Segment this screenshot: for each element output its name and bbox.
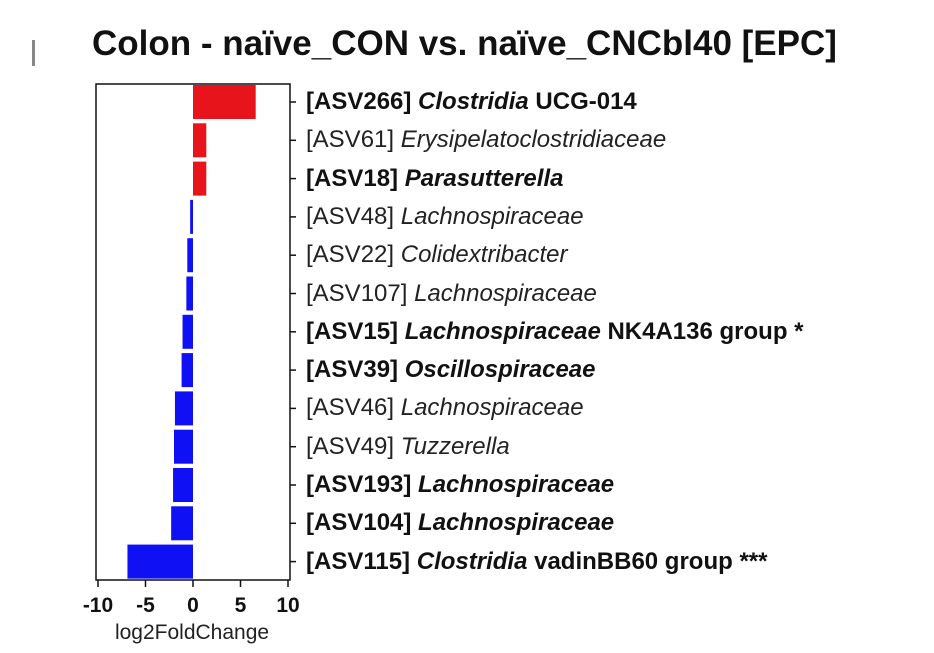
taxon-name: Erysipelatoclostridiaceae: [400, 126, 667, 154]
asv-id: [ASV107]: [306, 279, 408, 307]
x-ticks: -10 -5 0 5 10: [83, 580, 300, 617]
category-label-1: [ASV61] Erysipelatoclostridiaceae: [306, 121, 666, 159]
edge-mark: [32, 40, 35, 66]
taxon-suffix: vadinBB60 group ***: [527, 547, 768, 575]
asv-id: [ASV48]: [306, 202, 395, 230]
asv-id: [ASV115]: [306, 547, 411, 575]
taxon-name: Oscillospiraceae: [404, 356, 596, 384]
category-label-2: [ASV18] Parasutterella: [306, 160, 563, 198]
asv-id: [ASV266]: [306, 88, 412, 115]
taxon-name: Lachnospiraceae: [400, 202, 584, 230]
x-tick-label-0: -10: [83, 594, 113, 617]
asv-id: [ASV49]: [306, 432, 395, 460]
bar-10: [173, 468, 193, 502]
bar-6: [182, 314, 193, 349]
asv-id: [ASV18]: [306, 164, 399, 192]
category-label-7: [ASV39] Oscillospiraceae: [306, 351, 595, 389]
taxon-suffix: NK4A136 group *: [600, 317, 804, 345]
bar-7: [181, 353, 193, 388]
bar-11: [171, 506, 193, 541]
taxon-name: Tuzzerella: [400, 432, 510, 460]
category-label-3: [ASV48] Lachnospiraceae: [306, 198, 584, 236]
asv-id: [ASV39]: [306, 356, 399, 384]
x-axis-label: log2FoldChange: [114, 621, 270, 644]
taxon-name: Lachnospiraceae: [404, 317, 601, 345]
category-label-10: [ASV193] Lachnospiraceae: [306, 466, 614, 504]
x-tick-label-2: 0: [187, 594, 199, 617]
category-label-12: [ASV115] Clostridia vadinBB60 group ***: [306, 543, 767, 581]
taxon-name: Parasutterella: [404, 164, 564, 192]
taxon-suffix: UCG-014: [528, 88, 637, 115]
taxon-name: Lachnospiraceae: [418, 471, 615, 498]
category-label-0: [ASV266] Clostridia UCG-014: [306, 83, 637, 121]
category-label-11: [ASV104] Lachnospiraceae: [306, 504, 614, 542]
category-label-4: [ASV22] Colidextribacter: [306, 236, 567, 274]
bar-8: [174, 391, 193, 426]
asv-id: [ASV15]: [306, 317, 399, 345]
taxon-name: Clostridia: [416, 547, 528, 575]
bars-group: [127, 85, 256, 579]
x-tick-label-1: -5: [136, 594, 155, 617]
category-label-5: [ASV107] Lachnospiraceae: [306, 275, 597, 313]
category-label-8: [ASV46] Lachnospiraceae: [306, 389, 584, 427]
asv-id: [ASV193]: [306, 471, 412, 498]
taxon-name: Lachnospiraceae: [414, 279, 597, 307]
bar-9: [174, 429, 193, 464]
taxon-name: Clostridia: [418, 88, 529, 115]
bar-2: [193, 161, 207, 196]
taxon-name: Lachnospiraceae: [418, 509, 615, 537]
bar-1: [193, 123, 207, 158]
asv-id: [ASV104]: [306, 509, 412, 537]
asv-id: [ASV22]: [306, 241, 395, 269]
asv-id: [ASV61]: [306, 126, 395, 154]
taxon-name: Lachnospiraceae: [400, 394, 584, 422]
taxon-name: Colidextribacter: [400, 241, 568, 269]
bar-12: [127, 544, 193, 579]
x-tick-label-4: 10: [276, 594, 299, 617]
category-label-6: [ASV15] Lachnospiraceae NK4A136 group *: [306, 313, 804, 351]
bar-5: [186, 276, 193, 311]
bar-0: [193, 85, 256, 119]
bar-3: [190, 199, 193, 234]
category-label-9: [ASV49] Tuzzerella: [306, 428, 510, 466]
y-ticks: [290, 101, 296, 563]
bar-4: [187, 238, 193, 273]
chart-title: Colon - naïve_CON vs. naïve_CNCbl40 [EPC…: [92, 24, 837, 63]
asv-id: [ASV46]: [306, 394, 395, 422]
x-tick-label-3: 5: [235, 594, 247, 617]
